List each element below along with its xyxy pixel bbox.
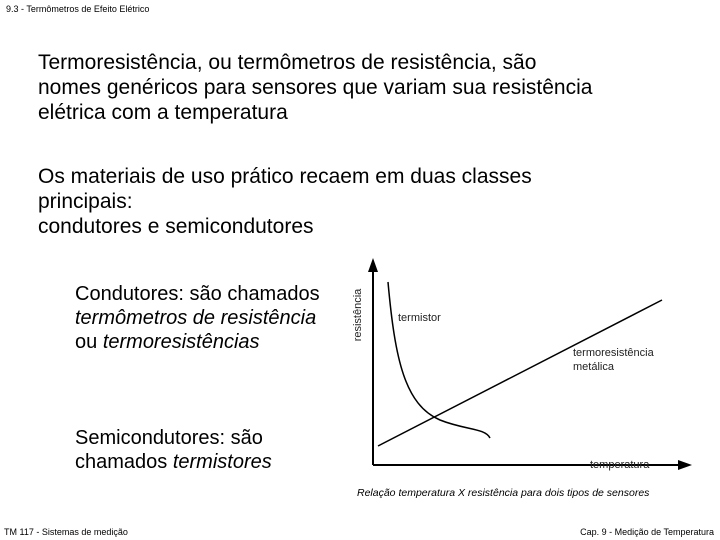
curve-label: termistor	[398, 312, 441, 324]
curve-label: metálica	[573, 361, 615, 373]
italic-text: termistores	[172, 451, 272, 473]
header: 9.3 - Termômetros de Efeito Elétrico	[6, 4, 150, 14]
curve-label: termoresistência	[573, 347, 655, 359]
italic-text: termoresistências	[102, 331, 260, 353]
text: Semicondutores: são chamados	[75, 427, 263, 473]
paragraph: Termoresistência, ou termômetros de resi…	[38, 50, 592, 125]
y-axis-label: resistência	[352, 288, 364, 341]
line: nomes genéricos para sensores que variam…	[38, 76, 593, 99]
caption: Relação temperatura X resistência para d…	[357, 487, 650, 499]
line: condutores e semicondutores	[38, 215, 314, 238]
line: Os materiais de uso prático recaem em du…	[38, 165, 532, 188]
arrow	[368, 258, 378, 272]
text: Condutores: são chamados	[75, 283, 320, 305]
footer-right: Cap. 9 - Medição de Temperatura	[580, 527, 714, 537]
line: elétrica com a temperatura	[38, 101, 288, 124]
x-axis-label: temperatura	[590, 459, 650, 471]
text: ou	[75, 331, 98, 353]
italic-text: termômetros de resistência	[75, 307, 317, 329]
line: Termoresistência, ou termômetros de resi…	[38, 51, 537, 74]
arrow	[678, 460, 692, 470]
thermistor-curve	[387, 281, 491, 439]
conductors-text: Condutores: são chamados termômetros de …	[75, 282, 340, 354]
line: principais:	[38, 190, 133, 213]
rtd-line	[377, 299, 663, 447]
footer-left: TM 117 - Sistemas de medição	[4, 527, 128, 537]
semiconductors-text: Semicondutores: são chamados termistores	[75, 426, 325, 474]
paragraph: Os materiais de uso prático recaem em du…	[38, 164, 532, 239]
